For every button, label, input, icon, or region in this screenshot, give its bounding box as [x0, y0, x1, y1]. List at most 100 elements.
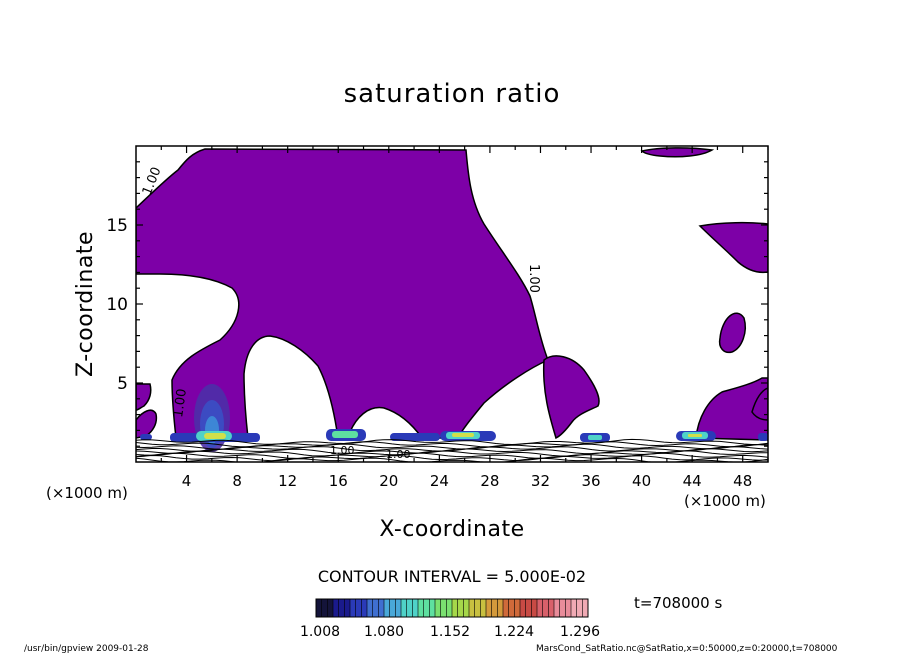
colorbar-cell: [412, 599, 419, 617]
colorbar-cell: [469, 599, 476, 617]
colorbar-cell: [440, 599, 447, 617]
saturated-region-blob: [718, 312, 746, 354]
contour-label: 1.00: [171, 388, 190, 419]
colorbar-cell: [491, 599, 498, 617]
x-tick-label: 48: [733, 472, 752, 490]
chart-title: saturation ratio: [344, 79, 561, 109]
colorbar-cell: [554, 599, 561, 617]
colorbar-cell: [457, 599, 464, 617]
y-tick-label: 15: [106, 216, 128, 236]
colorbar-cell: [508, 599, 515, 617]
plot-area: 1.00 1.00 1.00 1.00 1.00 4 8 12 16 20 24 28 32 3…: [106, 145, 769, 490]
x-unit-right: (×1000 m): [684, 492, 766, 510]
colorbar-tick-label: 1.224: [494, 624, 534, 640]
colorbar-cell: [571, 599, 578, 617]
colorbar-cell: [576, 599, 583, 617]
x-tick-labels: 4 8 12 16 20 24 28 32 36 40 44 48: [182, 472, 752, 490]
saturated-region-right-edge: [751, 387, 768, 421]
colorbar-cell: [559, 599, 566, 617]
saturated-region-lower-right: [695, 377, 768, 441]
y-tick-label: 10: [106, 295, 128, 315]
colorbar-cell: [361, 599, 368, 617]
colorbar-cell: [520, 599, 527, 617]
surface-contour-line: [136, 443, 768, 450]
colorbar-cell: [327, 599, 334, 617]
colorbar-cell: [582, 599, 589, 617]
colorbar-cell: [378, 599, 385, 617]
contour-label: 1.00: [386, 448, 411, 461]
x-tick-label: 8: [232, 472, 242, 490]
colorbar-cell: [429, 599, 436, 617]
colorbar-cell: [435, 599, 442, 617]
colorbar-cell: [452, 599, 459, 617]
colorbar-cell: [503, 599, 510, 617]
x-tick-label: 40: [632, 472, 651, 490]
colorbar-cell: [384, 599, 391, 617]
time-label: t=708000 s: [634, 594, 722, 612]
y-tick-label: 5: [117, 374, 128, 394]
surface-contour-line: [136, 438, 768, 446]
colorbar-tick-label: 1.008: [300, 624, 340, 640]
colorbar-cell: [497, 599, 504, 617]
colorbar-cell: [531, 599, 538, 617]
surface-contour-line: [136, 454, 768, 462]
footer-right: MarsCond_SatRatio.nc@SatRatio,x=0:50000,…: [536, 644, 838, 654]
surface-contours: [136, 438, 768, 462]
colorbar-cell: [406, 599, 413, 617]
colorbar-cell: [333, 599, 340, 617]
contour-label: 1.00: [330, 444, 355, 457]
colorbar-cell: [480, 599, 487, 617]
saturated-region-left-edge: [136, 383, 152, 411]
contour-label: 1.00: [526, 264, 541, 293]
colorbar-cell: [395, 599, 402, 617]
colorbar-cell: [338, 599, 345, 617]
colorbar-cell: [367, 599, 374, 617]
colorbar-cell: [525, 599, 532, 617]
colorbar-tick-labels: 1.008 1.080 1.152 1.224 1.296: [300, 624, 600, 640]
surface-contour-line: [136, 441, 768, 448]
colorbar-cell: [565, 599, 572, 617]
x-tick-label: 44: [683, 472, 702, 490]
colorbar-cell: [474, 599, 481, 617]
saturated-region-right: [698, 221, 768, 274]
x-axis-label: X-coordinate: [379, 517, 524, 542]
x-tick-label: 4: [182, 472, 192, 490]
colorbar-cell: [486, 599, 493, 617]
colorbar-cell: [350, 599, 357, 617]
colorbar-tick-label: 1.080: [364, 624, 404, 640]
colorbar-cell: [446, 599, 453, 617]
colorbar-cell: [418, 599, 425, 617]
colorbar-cell: [316, 599, 323, 617]
colorbar-cell: [372, 599, 379, 617]
colorbar-cell: [548, 599, 555, 617]
x-tick-label: 12: [278, 472, 297, 490]
surface-contour-line: [136, 452, 768, 459]
x-tick-label: 16: [329, 472, 348, 490]
colorbar-cell: [355, 599, 362, 617]
saturated-region-main: [136, 148, 549, 440]
colorbar: [315, 599, 589, 617]
x-tick-label: 20: [379, 472, 398, 490]
x-tick-label: 32: [531, 472, 550, 490]
colorbar-cell: [321, 599, 328, 617]
surface-band: [140, 429, 768, 442]
axis-ticks: [136, 146, 769, 462]
colorbar-tick-label: 1.152: [430, 624, 470, 640]
colorbar-frame: [315, 598, 589, 618]
colorbar-cell: [542, 599, 549, 617]
colorbar-cell: [389, 599, 396, 617]
colorbar-cell: [401, 599, 408, 617]
footer-left: /usr/bin/gpview 2009-01-28: [24, 644, 149, 654]
x-tick-label: 28: [480, 472, 499, 490]
colorbar-cell: [514, 599, 521, 617]
saturated-region-upper-right: [640, 147, 715, 158]
x-unit-left: (×1000 m): [46, 484, 128, 502]
x-tick-label: 36: [581, 472, 600, 490]
contour-interval: CONTOUR INTERVAL = 5.000E-02: [318, 567, 586, 586]
colorbar-cell: [463, 599, 470, 617]
colorbar-tick-label: 1.296: [560, 624, 600, 640]
y-axis-label: Z-coordinate: [73, 231, 98, 377]
colorbar-cell: [344, 599, 351, 617]
colorbar-cell: [537, 599, 544, 617]
colorbar-cell: [423, 599, 430, 617]
